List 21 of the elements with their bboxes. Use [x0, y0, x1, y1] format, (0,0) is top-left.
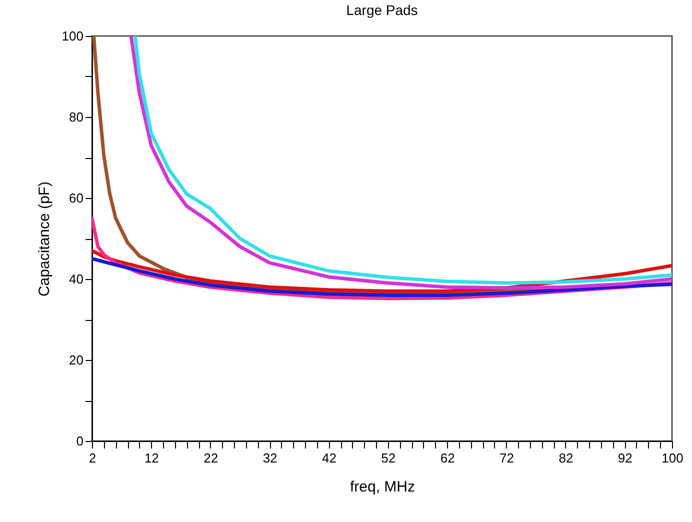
- x-tick-label: 52: [381, 450, 396, 466]
- x-tick-label: 12: [144, 450, 159, 466]
- y-tick-label: 100: [62, 28, 84, 44]
- x-tick-label: 82: [558, 450, 574, 466]
- x-tick-label: 2: [88, 450, 96, 466]
- y-tick-label: 0: [76, 434, 84, 448]
- chart-title: Large Pads: [346, 2, 418, 18]
- x-tick-label: 42: [322, 450, 336, 466]
- x-tick-label: 72: [500, 450, 514, 466]
- x-tick-label: 100: [662, 450, 684, 466]
- x-tick-label: 92: [618, 450, 632, 466]
- line-series: [92, 257, 672, 297]
- y-tick-label: 80: [69, 110, 84, 124]
- x-tick-label: 22: [204, 450, 218, 466]
- y-tick-label: 20: [69, 352, 84, 368]
- x-axis-title: freq, MHz: [350, 478, 416, 496]
- x-tick-label: 32: [262, 450, 278, 466]
- y-tick-label: 60: [69, 190, 84, 206]
- x-tick-label: 62: [440, 450, 455, 466]
- y-tick-label: 40: [69, 272, 84, 286]
- y-axis-title: Capacitance (pF): [36, 181, 53, 297]
